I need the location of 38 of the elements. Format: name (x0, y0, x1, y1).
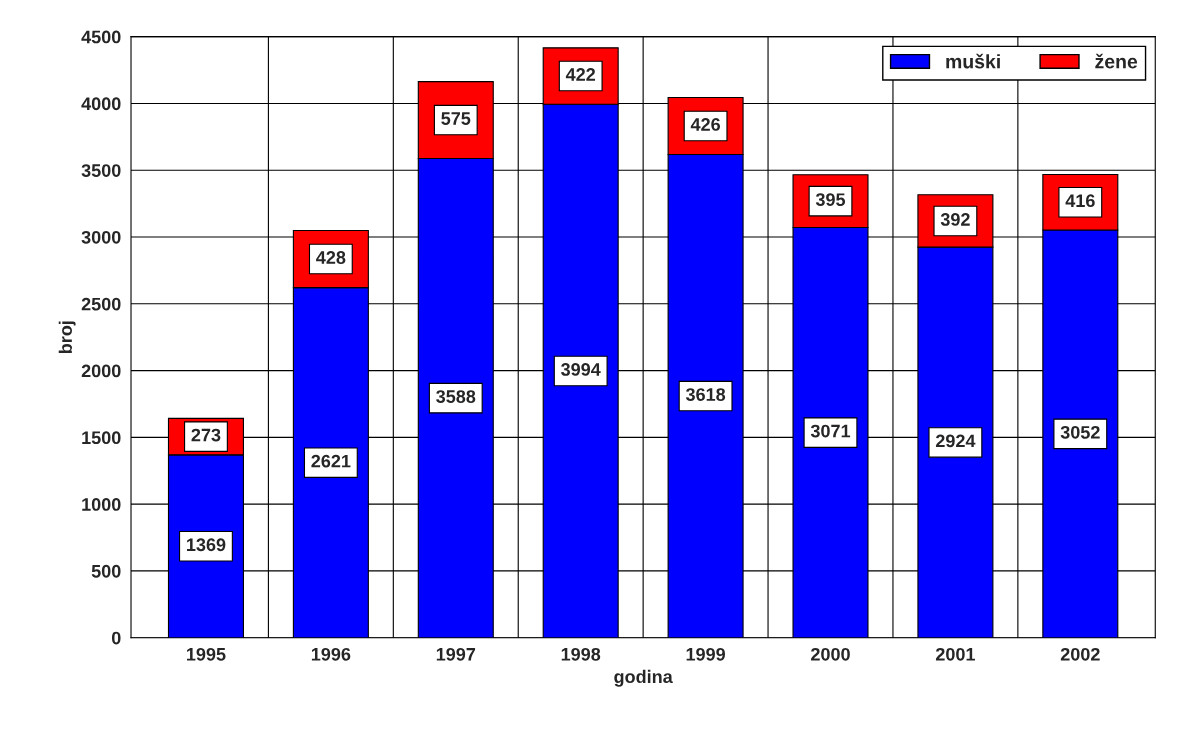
data-label: 3052 (1060, 425, 1100, 439)
y-tick-label: 1500 (82, 431, 121, 445)
x-tick-label: 1998 (561, 647, 601, 661)
x-tick-label: 2000 (811, 647, 850, 661)
y-tick-label: 500 (91, 564, 121, 578)
x-tick-label: 1997 (436, 647, 476, 661)
y-tick-label: 4000 (81, 97, 121, 111)
x-axis-title: godina (614, 669, 673, 687)
data-label: 395 (815, 193, 846, 207)
data-label: 3618 (685, 388, 726, 401)
data-label: 2924 (935, 434, 976, 448)
x-tick-label: 1995 (187, 647, 226, 661)
y-tick-label: 1000 (82, 498, 121, 511)
data-label: 428 (316, 251, 346, 264)
data-label: 392 (940, 213, 970, 226)
data-label: 3071 (810, 424, 851, 438)
y-tick-label: 4500 (81, 30, 121, 44)
data-label: 3588 (436, 390, 476, 403)
y-tick-label: 2000 (81, 364, 121, 378)
x-tick-label: 2002 (1060, 647, 1100, 661)
data-label: 273 (191, 428, 221, 442)
data-label: 575 (441, 112, 471, 125)
y-tick-label: 3000 (81, 230, 121, 244)
legend-label: muški (946, 53, 1000, 69)
data-label: 2621 (311, 454, 351, 468)
data-label: 1369 (187, 538, 226, 552)
legend-label: žene (1095, 53, 1138, 69)
x-tick-label: 2001 (935, 647, 975, 661)
data-label: 422 (565, 68, 596, 81)
data-label: 426 (690, 118, 721, 131)
y-tick-label: 3500 (81, 164, 121, 177)
x-tick-label: 1999 (686, 647, 726, 661)
y-tick-label: 2500 (81, 297, 121, 311)
y-axis-title: broj (58, 321, 76, 354)
data-label: 416 (1065, 194, 1095, 208)
x-tick-label: 1996 (311, 647, 351, 661)
data-label: 3994 (561, 363, 601, 376)
y-tick-label: 0 (111, 631, 121, 645)
